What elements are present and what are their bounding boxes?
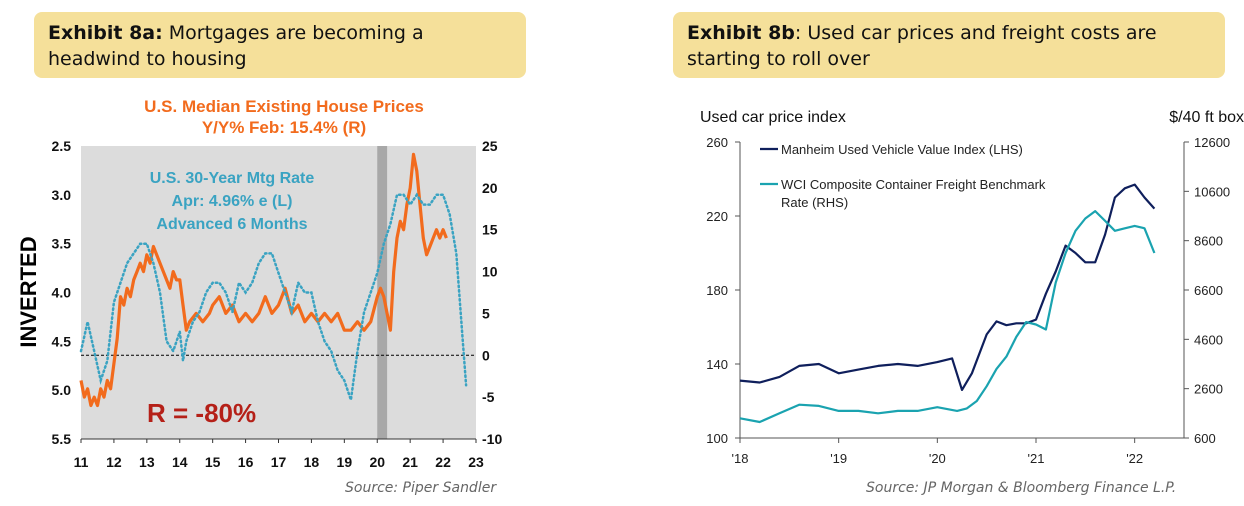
y-right-tick-label: 6600 [1194, 283, 1223, 298]
x-tick-label: 11 [74, 454, 89, 470]
chart-a-title-line1: U.S. Median Existing House Prices [144, 97, 424, 116]
y-left-tick-label: 3.5 [52, 236, 72, 252]
x-tick-label: 15 [205, 454, 221, 470]
legend-label-wci-line1: WCI Composite Container Freight Benchmar… [781, 177, 1046, 192]
series-wci-freight-line [739, 210, 1156, 424]
y-right-tick-label: 2600 [1194, 382, 1223, 397]
exhibit-b-header: Exhibit 8b: Used car prices and freight … [673, 12, 1225, 78]
x-tick-label: 23 [468, 454, 484, 470]
y-right-tick-label: 4600 [1194, 332, 1223, 347]
y-right-axis-title: $/40 ft box [1169, 109, 1244, 126]
legend-label-wci-line2: Rate (RHS) [781, 195, 848, 210]
chart-b-used-car-vs-freight: 260 220 180 140 100 12600 10600 8600 6600 4600 260… [700, 109, 1244, 466]
legend-label-manheim: Manheim Used Vehicle Value Index (LHS) [781, 142, 1023, 157]
y-right-tick-label: -5 [482, 389, 495, 405]
source-a: Source: Piper Sandler [345, 480, 497, 496]
mortgage-rate-annotation: U.S. 30-Year Mtg Rate [150, 170, 315, 187]
y-right-tick-label: 12600 [1194, 135, 1230, 150]
exhibit-b-label: Exhibit 8b [687, 22, 795, 44]
series-house-prices-line [79, 152, 448, 408]
y-left-tick-label: 100 [706, 431, 728, 446]
y-left-tick-label: 140 [706, 357, 728, 372]
y-right-tick-label: -10 [482, 431, 502, 447]
y-right-tick-label: 10 [482, 264, 498, 280]
chart-a-title-line2: Y/Y% Feb: 15.4% (R) [202, 118, 366, 137]
mortgage-rate-annotation: Apr: 4.96% e (L) [172, 193, 293, 210]
correlation-label: R = -80% [147, 398, 256, 428]
y-right-tick-label: 5 [482, 305, 490, 321]
x-tick-label: 17 [271, 454, 287, 470]
x-tick-label: 20 [369, 454, 385, 470]
y-right-tick-label: 25 [482, 138, 498, 154]
x-tick-label: 12 [106, 454, 122, 470]
y-left-tick-label: 2.5 [52, 138, 72, 154]
y-right-tick-label: 10600 [1194, 184, 1230, 199]
x-tick-label: '18 [732, 451, 749, 466]
x-tick-label: '21 [1028, 451, 1045, 466]
x-tick-label: 21 [402, 454, 418, 470]
x-tick-label: 16 [238, 454, 254, 470]
y-right-tick-label: 600 [1194, 431, 1216, 446]
x-tick-label: 22 [435, 454, 451, 470]
exhibit-b-title: : Used car prices and freight costs are … [687, 22, 1157, 70]
exhibit-a-label: Exhibit 8a: [48, 22, 163, 44]
inverted-axis-label: INVERTED [16, 236, 41, 347]
y-right-tick-label: 0 [482, 347, 490, 363]
series-mortgage-rate-line [79, 192, 468, 401]
mortgage-rate-annotation: Advanced 6 Months [156, 216, 307, 233]
x-tick-label: '20 [929, 451, 946, 466]
y-left-tick-label: 5.0 [52, 382, 72, 398]
y-left-tick-label: 3.0 [52, 187, 72, 203]
y-left-tick-label: 180 [706, 283, 728, 298]
source-b: Source: JP Morgan & Bloomberg Finance L.… [866, 480, 1177, 496]
y-left-tick-label: 4.0 [52, 285, 72, 301]
y-right-tick-label: 15 [482, 222, 498, 238]
y-left-tick-label: 220 [706, 209, 728, 224]
y-right-tick-label: 8600 [1194, 234, 1223, 249]
x-tick-label: 18 [304, 454, 320, 470]
y-left-tick-label: 5.5 [52, 431, 72, 447]
chart-a-house-prices-vs-mortgage-rate: 2.5 3.0 3.5 4.0 4.5 5.0 5.5 25 20 15 10 5 0 -5 -10 11 12… [16, 97, 502, 470]
y-left-axis-title: Used car price index [700, 109, 846, 126]
x-tick-label: 19 [337, 454, 353, 470]
plot-area [81, 146, 476, 439]
y-left-tick-label: 260 [706, 135, 728, 150]
y-right-tick-label: 20 [482, 180, 498, 196]
y-left-tick-label: 4.5 [52, 333, 72, 349]
x-tick-label: 14 [172, 454, 188, 470]
x-tick-label: 13 [139, 454, 155, 470]
series-manheim-line [739, 183, 1156, 391]
x-tick-label: '19 [830, 451, 847, 466]
exhibit-a-title: Mortgages are becoming a headwind to hou… [48, 22, 424, 70]
exhibit-a-header: Exhibit 8a: Mortgages are becoming a hea… [34, 12, 526, 78]
x-tick-label: '22 [1126, 451, 1143, 466]
